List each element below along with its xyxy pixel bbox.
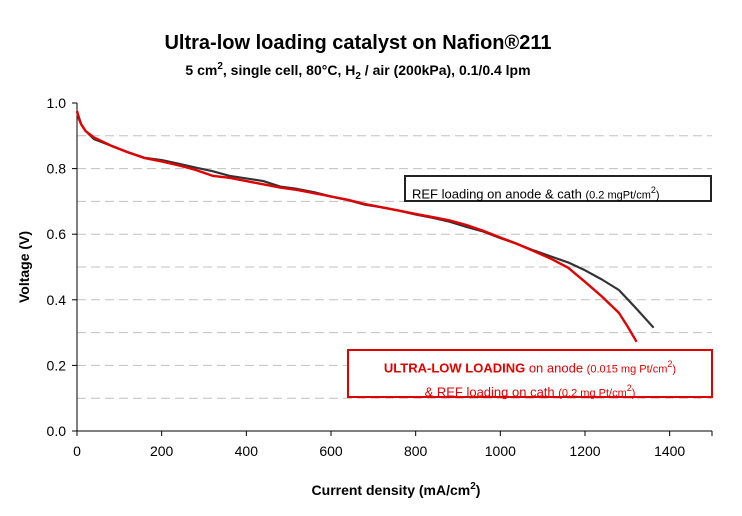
grid-lines bbox=[77, 135, 712, 399]
x-tick-label: 200 bbox=[150, 443, 174, 459]
ultra-annotation-title: ULTRA-LOW LOADING bbox=[383, 360, 526, 376]
x-axis-label: Current density (mA/cm2) bbox=[312, 481, 481, 498]
x-tick-label: 0 bbox=[73, 443, 81, 459]
ultra-annotation-close1: ) bbox=[672, 363, 677, 376]
ref-annotation-loading: (0.2 mgPt/cm bbox=[585, 189, 651, 202]
y-tick-label: 0.6 bbox=[47, 226, 67, 242]
ref-annotation: REF loading on anode & cath (0.2 mgPt/cm… bbox=[404, 175, 712, 202]
ultra-annotation-sup1: 2 bbox=[667, 359, 673, 369]
y-tick-label: 0.0 bbox=[47, 423, 67, 439]
y-tick-labels: 0.0 0.2 0.4 0.6 0.8 1.0 bbox=[47, 95, 77, 439]
ref-annotation-main: REF loading on anode & cath bbox=[412, 186, 586, 202]
ultra-annotation-sup2: 2 bbox=[626, 383, 632, 394]
x-tick-label: 1400 bbox=[654, 443, 685, 459]
ultra-annotation-anode: on anode bbox=[525, 360, 587, 376]
chart-subtitle: 5 cm2, single cell, 80°C, H2 / air (200k… bbox=[185, 61, 530, 82]
series-line-ref bbox=[75, 110, 655, 329]
x-tick-labels: 0 200 400 600 800 1000 1200 1400 bbox=[73, 431, 713, 459]
y-axis-label: Voltage (V) bbox=[16, 231, 32, 303]
y-tick-label: 0.4 bbox=[47, 292, 67, 308]
series-lines bbox=[75, 110, 655, 343]
ref-annotation-close: ) bbox=[655, 189, 660, 202]
x-tick-label: 400 bbox=[235, 443, 259, 459]
ultra-annotation-close2: ) bbox=[631, 387, 636, 400]
x-tick-label: 600 bbox=[319, 443, 343, 459]
x-tick-label: 800 bbox=[404, 443, 428, 459]
y-tick-label: 1.0 bbox=[47, 95, 67, 111]
axes bbox=[76, 103, 712, 432]
chart-title: Ultra-low loading catalyst on Nafion®211 bbox=[164, 32, 551, 54]
y-tick-label: 0.8 bbox=[47, 161, 67, 177]
series-line-ultra bbox=[75, 110, 638, 343]
x-tick-label: 1000 bbox=[485, 443, 516, 459]
ultra-annotation-cath-loading: (0.2 mg Pt/cm bbox=[558, 387, 627, 400]
x-tick-label: 1200 bbox=[569, 443, 600, 459]
ultra-annotation-cath: & REF loading on cath bbox=[424, 384, 559, 400]
ultra-annotation: ULTRA-LOW LOADING on anode (0.015 mg Pt/… bbox=[347, 349, 713, 400]
y-tick-label: 0.2 bbox=[47, 357, 67, 373]
ultra-annotation-line1: ULTRA-LOW LOADING on anode (0.015 mg Pt/… bbox=[349, 355, 711, 379]
ultra-annotation-anode-loading: (0.015 mg Pt/cm bbox=[586, 363, 668, 376]
ultra-annotation-line2: & REF loading on cath (0.2 mg Pt/cm2) bbox=[349, 379, 711, 403]
ref-annotation-sup: 2 bbox=[650, 185, 656, 195]
